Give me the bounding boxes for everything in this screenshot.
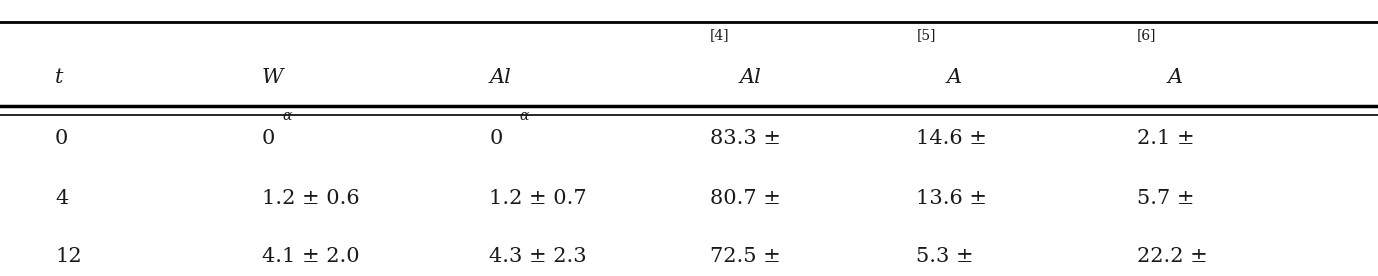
Text: 1.2 ± 0.6: 1.2 ± 0.6 <box>262 189 360 208</box>
Text: 5.3 ±: 5.3 ± <box>916 247 974 266</box>
Text: 0: 0 <box>489 129 503 147</box>
Text: 4.3 ± 2.3: 4.3 ± 2.3 <box>489 247 587 266</box>
Text: 5.7 ±: 5.7 ± <box>1137 189 1195 208</box>
Text: 80.7 ±: 80.7 ± <box>710 189 780 208</box>
Text: α: α <box>282 109 292 123</box>
Text: α: α <box>520 109 529 123</box>
Text: t: t <box>55 68 63 87</box>
Text: 12: 12 <box>55 247 81 266</box>
Text: 22.2 ±: 22.2 ± <box>1137 247 1207 266</box>
Text: 72.5 ±: 72.5 ± <box>710 247 780 266</box>
Text: 2.1 ±: 2.1 ± <box>1137 129 1195 147</box>
Text: [5]: [5] <box>916 28 936 42</box>
Text: 4.1 ± 2.0: 4.1 ± 2.0 <box>262 247 360 266</box>
Text: W: W <box>262 68 284 87</box>
Text: A: A <box>1167 68 1182 87</box>
Text: 1.2 ± 0.7: 1.2 ± 0.7 <box>489 189 587 208</box>
Text: 14.6 ±: 14.6 ± <box>916 129 987 147</box>
Text: 0: 0 <box>55 129 69 147</box>
Text: Al: Al <box>740 68 762 87</box>
Text: 13.6 ±: 13.6 ± <box>916 189 988 208</box>
Text: 4: 4 <box>55 189 69 208</box>
Text: 0: 0 <box>262 129 276 147</box>
Text: [6]: [6] <box>1137 28 1156 42</box>
Text: A: A <box>947 68 962 87</box>
Text: [4]: [4] <box>710 28 729 42</box>
Text: Al: Al <box>489 68 511 87</box>
Text: 83.3 ±: 83.3 ± <box>710 129 781 147</box>
